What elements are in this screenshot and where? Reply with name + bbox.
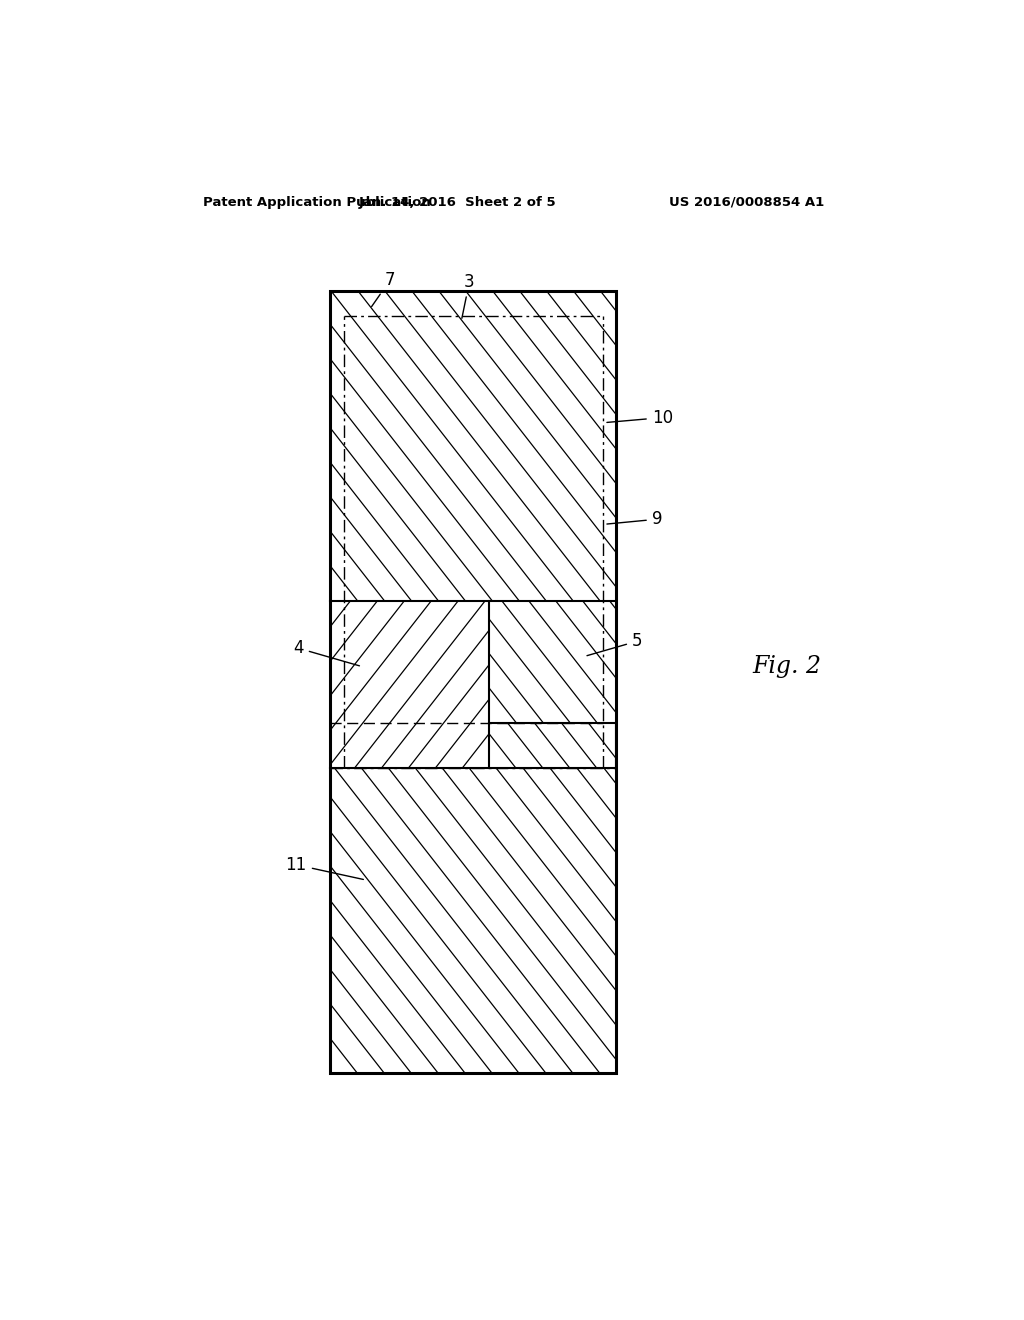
Text: Patent Application Publication: Patent Application Publication (204, 195, 431, 209)
Text: 5: 5 (587, 632, 642, 656)
Text: 3: 3 (462, 273, 474, 318)
Text: US 2016/0008854 A1: US 2016/0008854 A1 (670, 195, 824, 209)
Text: 9: 9 (607, 511, 663, 528)
Text: Fig. 2: Fig. 2 (753, 655, 821, 678)
Text: 10: 10 (607, 409, 673, 426)
Text: 7: 7 (372, 272, 395, 306)
Text: 11: 11 (286, 855, 364, 879)
Bar (331, 290, 616, 1073)
Text: Jan. 14, 2016  Sheet 2 of 5: Jan. 14, 2016 Sheet 2 of 5 (358, 195, 556, 209)
Text: 4: 4 (293, 639, 359, 665)
